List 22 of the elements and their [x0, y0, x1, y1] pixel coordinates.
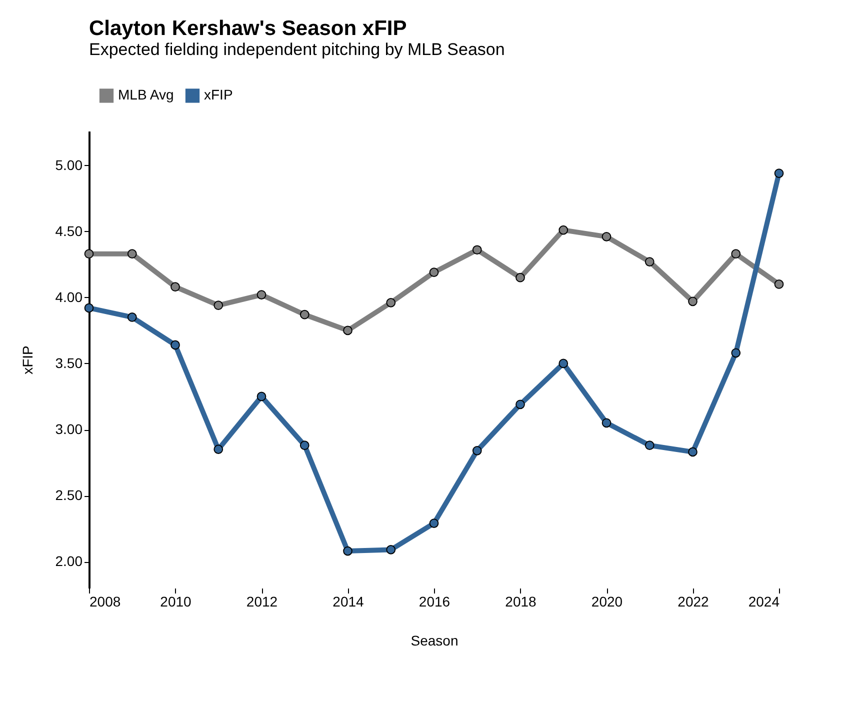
x-tick-label: 2024 [748, 594, 780, 610]
y-tick-label: 5.00 [55, 156, 83, 173]
x-tick-label: 2020 [591, 594, 623, 610]
legend-label: MLB Avg [118, 86, 174, 103]
x-tick-label: 2014 [332, 594, 364, 610]
x-tick-label: 2010 [160, 594, 192, 610]
legend-label: xFIP [204, 86, 233, 103]
y-tick-label: 2.50 [55, 487, 83, 504]
x-tick-label: 2016 [418, 594, 450, 610]
x-tick-label: 2008 [90, 594, 121, 610]
y-tick-label: 2.00 [55, 553, 83, 570]
y-tick-label: 3.50 [55, 354, 83, 371]
x-tick-label: 2012 [246, 594, 278, 610]
y-tick-label: 4.00 [55, 288, 83, 305]
chart-subtitle: Expected fielding independent pitching by MLB Season [89, 40, 505, 59]
x-tick-label: 2022 [678, 594, 710, 610]
x-axis-title: Season [410, 632, 458, 648]
y-tick-label: 3.00 [55, 421, 83, 438]
y-tick-label: 4.50 [55, 222, 83, 239]
chart-title: Clayton Kershaw's Season xFIP [89, 17, 407, 40]
x-tick-label: 2018 [505, 594, 537, 610]
y-axis-title: xFIP [19, 346, 36, 374]
